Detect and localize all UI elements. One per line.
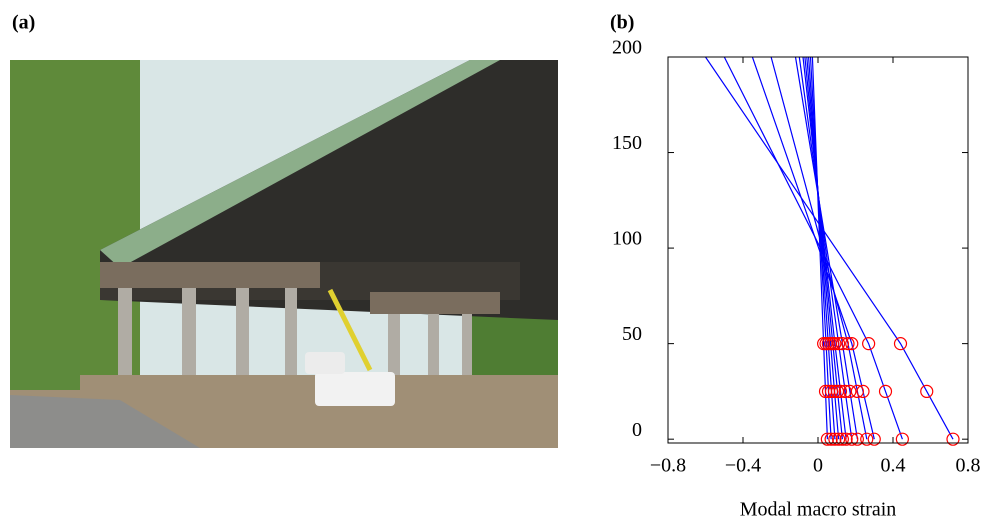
y-tick-label: 0 [632, 419, 642, 441]
series-lines [706, 57, 954, 439]
figure: (a) (b) 0 50 100 150 200 −0.8 −0.4 0 0.4 0.8 Modal … [0, 0, 988, 522]
mode-line [796, 57, 858, 439]
panel-label: (b) [610, 12, 634, 34]
mode-line [809, 57, 835, 439]
x-tick-label: −0.8 [650, 455, 686, 477]
photo [10, 60, 558, 448]
y-tick-label: 200 [612, 37, 642, 59]
y-tick-label: 150 [612, 132, 642, 154]
mode-line [805, 57, 843, 439]
x-tick-label: 0 [813, 455, 823, 477]
x-tick-label: −0.4 [725, 455, 761, 477]
x-axis-label: Modal macro strain [740, 499, 897, 521]
mode-line [706, 57, 954, 439]
x-tick-label: 0.4 [881, 455, 906, 477]
x-tick-label: 0.8 [956, 455, 981, 477]
y-tick-label: 100 [612, 228, 642, 250]
page: {"panel_a": {"label": "(a)"}, "chart_dat… [0, 0, 988, 522]
y-tick-label: 50 [622, 323, 642, 345]
chart: (b) 0 50 100 150 200 −0.8 −0.4 0 0.4 0.8 Modal macr… [610, 12, 981, 521]
panel-label: (a) [12, 12, 35, 34]
